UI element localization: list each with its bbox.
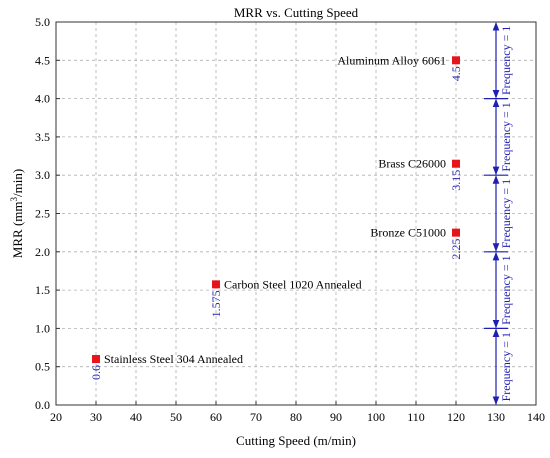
point-name-label: Stainless Steel 304 Annealed bbox=[104, 352, 243, 366]
x-tick-label: 20 bbox=[50, 410, 62, 424]
frequency-label: Frequency = 1 bbox=[499, 102, 513, 171]
point-name-label: Bronze C51000 bbox=[370, 226, 446, 240]
grid-lines bbox=[56, 22, 536, 405]
y-tick-label: 2.5 bbox=[35, 207, 50, 221]
point-name-label: Aluminum Alloy 6061 bbox=[337, 53, 446, 67]
frequency-label: Frequency = 1 bbox=[499, 332, 513, 401]
x-tick-label: 110 bbox=[407, 410, 425, 424]
x-tick-label: 30 bbox=[90, 410, 102, 424]
x-axis-label: Cutting Speed (m/min) bbox=[236, 433, 356, 448]
data-point-marker bbox=[92, 355, 100, 364]
x-tick-label: 130 bbox=[487, 410, 505, 424]
x-tick-label: 120 bbox=[447, 410, 465, 424]
plot-frame bbox=[55, 21, 537, 406]
y-tick-label: 0.0 bbox=[35, 398, 50, 412]
y-axis-label-main: MRR (mm bbox=[10, 201, 25, 258]
point-value-label: 2.25 bbox=[449, 239, 463, 260]
x-tick-label: 100 bbox=[367, 410, 385, 424]
frequency-label: Frequency = 1 bbox=[499, 179, 513, 248]
point-name-label: Carbon Steel 1020 Annealed bbox=[224, 277, 362, 291]
x-tick-label: 60 bbox=[210, 410, 222, 424]
data-point-marker bbox=[452, 159, 460, 168]
x-tick-label: 40 bbox=[130, 410, 142, 424]
point-name-label: Brass C26000 bbox=[378, 157, 446, 171]
point-value-label: 4.5 bbox=[449, 66, 463, 81]
x-tick-label: 70 bbox=[250, 410, 262, 424]
y-tick-label: 2.0 bbox=[35, 245, 50, 259]
point-value-label: 3.15 bbox=[449, 170, 463, 191]
x-axis-ticks: 20 30 40 50 60 70 80 90 100 110 120 130 140 bbox=[50, 401, 545, 424]
y-tick-label: 3.5 bbox=[35, 130, 50, 144]
point-value-label: 1.575 bbox=[209, 290, 223, 317]
y-tick-label: 1.5 bbox=[35, 283, 50, 297]
x-tick-label: 90 bbox=[330, 410, 342, 424]
frequency-label: Frequency = 1 bbox=[499, 26, 513, 95]
frequency-annotations: Frequency = 1 Frequency = 1 Frequency = 1 F… bbox=[484, 22, 513, 405]
y-tick-label: 4.5 bbox=[35, 53, 50, 67]
data-point-marker bbox=[212, 280, 220, 289]
x-tick-label: 50 bbox=[170, 410, 182, 424]
point-value-label: 0.6 bbox=[89, 365, 103, 380]
y-axis-label-sup: 3 bbox=[9, 196, 19, 201]
y-axis-label-tail: /min) bbox=[10, 169, 25, 197]
y-tick-label: 4.0 bbox=[35, 92, 50, 106]
y-tick-label: 0.5 bbox=[35, 360, 50, 374]
y-tick-label: 3.0 bbox=[35, 168, 50, 182]
y-axis-label: MRR (mm3/min) bbox=[9, 169, 25, 258]
frequency-label: Frequency = 1 bbox=[499, 255, 513, 324]
data-point-marker bbox=[452, 56, 460, 65]
chart-title: MRR vs. Cutting Speed bbox=[234, 5, 359, 20]
x-tick-label: 80 bbox=[290, 410, 302, 424]
data-point-marker bbox=[452, 228, 460, 237]
y-tick-label: 5.0 bbox=[35, 15, 50, 29]
x-tick-label: 140 bbox=[527, 410, 545, 424]
y-tick-label: 1.0 bbox=[35, 321, 50, 335]
